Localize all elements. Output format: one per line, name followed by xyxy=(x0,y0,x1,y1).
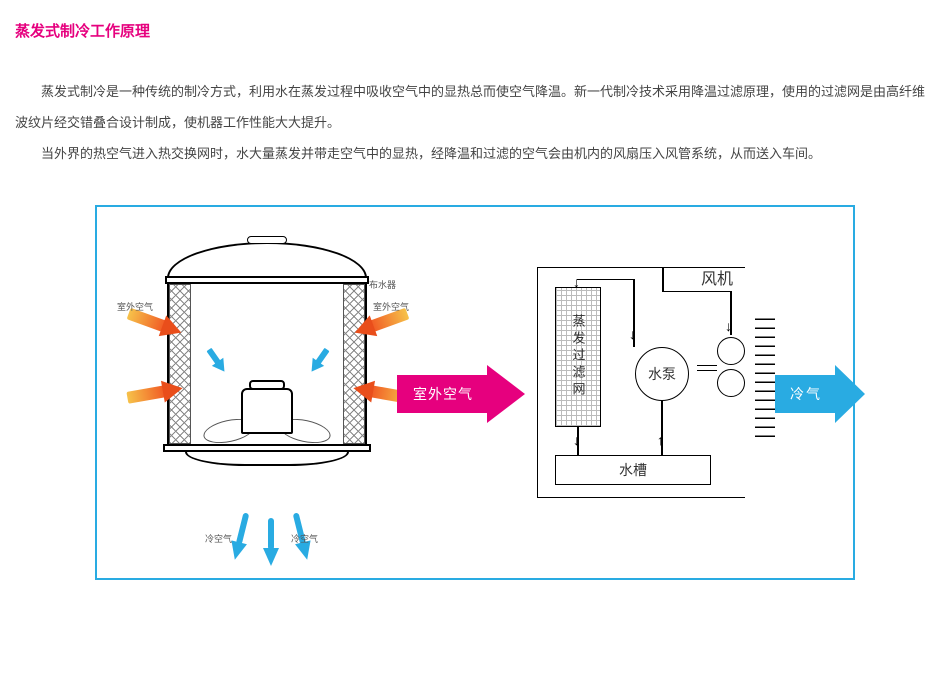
flow-arrow-icon: ↓ xyxy=(629,327,636,341)
paragraph-1: 蒸发式制冷是一种传统的制冷方式，利用水在蒸发过程中吸收空气中的显热总而使空气降温… xyxy=(15,76,935,138)
flow-arrow-icon: ↓ xyxy=(573,275,580,289)
diagram-frame: 布水器 室外空气 室外空气 冷空气 冷空气 室外空气 风机 蒸发过滤网 水泵 水… xyxy=(95,205,855,580)
label-cold-air-small: 冷空气 xyxy=(291,532,318,545)
cooling-fins-icon xyxy=(755,317,775,437)
cooling-pad-right xyxy=(343,284,365,444)
outdoor-air-arrow: 室外空气 xyxy=(397,365,527,423)
water-tank-box: 水槽 xyxy=(555,455,711,485)
evaporative-filter-box: 蒸发过滤网 xyxy=(555,287,601,427)
paragraph-2: 当外界的热空气进入热交换网时，水大量蒸发并带走空气中的显热，经降温和过滤的空气会… xyxy=(15,138,935,169)
wire xyxy=(577,279,633,281)
schematic-casing xyxy=(537,267,538,497)
fan-housing xyxy=(241,388,293,434)
unit-frame-bottom xyxy=(163,444,371,452)
cold-air-out-arrow-icon xyxy=(263,548,279,566)
wire xyxy=(662,267,664,291)
label-fan: 风机 xyxy=(701,265,733,289)
unit-frame-top xyxy=(165,276,369,284)
flow-arrow-icon: ↑ xyxy=(657,433,664,447)
unit-dome-cap xyxy=(247,236,287,244)
label-outdoor-air-small: 室外空气 xyxy=(373,300,409,313)
cooling-pad-left xyxy=(169,284,191,444)
flow-arrow-icon: ↓ xyxy=(573,433,580,447)
pump-circle: 水泵 xyxy=(635,347,689,401)
label-cold-air-small: 冷空气 xyxy=(205,532,232,545)
label-distributor: 布水器 xyxy=(369,278,396,291)
cold-air-arrow: 冷气 xyxy=(775,365,865,423)
cooler-unit: 布水器 室外空气 室外空气 冷空气 冷空气 xyxy=(137,242,397,562)
fan-icon xyxy=(717,337,747,399)
unit-dome xyxy=(167,242,367,278)
outdoor-air-arrow-label: 室外空气 xyxy=(413,384,473,404)
fan-cap xyxy=(249,380,285,390)
wire xyxy=(662,291,730,293)
flow-arrow-icon: ↓ xyxy=(725,319,732,333)
cold-air-arrow-label: 冷气 xyxy=(790,384,822,404)
schematic-casing xyxy=(537,497,745,498)
description-block: 蒸发式制冷是一种传统的制冷方式，利用水在蒸发过程中吸收空气中的显热总而使空气降温… xyxy=(15,76,935,170)
unit-basin xyxy=(185,452,349,466)
page-title: 蒸发式制冷工作原理 xyxy=(15,20,935,41)
label-outdoor-air-small: 室外空气 xyxy=(117,300,153,313)
